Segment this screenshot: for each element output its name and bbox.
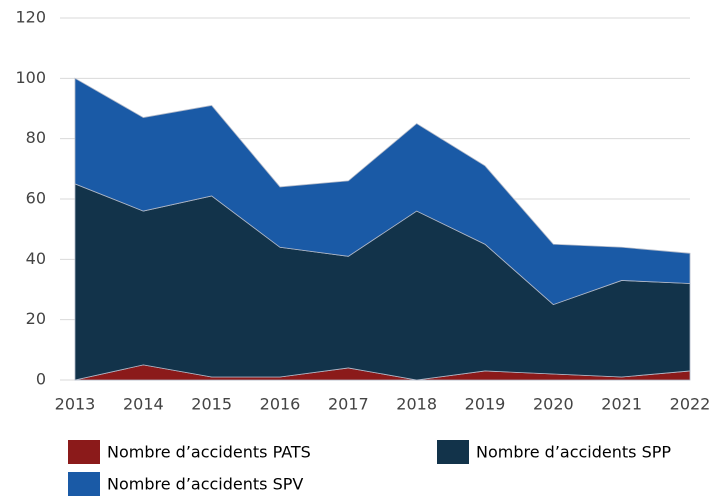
y-tick-label: 0 <box>36 370 46 389</box>
legend-label: Nombre d’accidents PATS <box>107 443 311 462</box>
x-tick-label: 2021 <box>601 395 642 414</box>
x-tick-label: 2022 <box>670 395 711 414</box>
area <box>74 77 691 306</box>
legend-swatch <box>68 440 100 464</box>
y-tick-label: 120 <box>15 8 46 27</box>
y-tick-label: 60 <box>26 189 46 208</box>
x-tick-label: 2014 <box>123 395 164 414</box>
legend-label: Nombre d’accidents SPV <box>107 475 303 494</box>
legend-swatch <box>437 440 469 464</box>
x-tick-label: 2019 <box>465 395 506 414</box>
y-tick-label: 100 <box>15 68 46 87</box>
legend-label: Nombre d’accidents SPP <box>476 443 671 462</box>
x-tick-label: 2013 <box>55 395 96 414</box>
y-tick-label: 80 <box>26 128 46 147</box>
y-tick-label: 40 <box>26 249 46 268</box>
x-tick-label: 2020 <box>533 395 574 414</box>
x-tick-label: 2017 <box>328 395 369 414</box>
x-tick-label: 2015 <box>191 395 232 414</box>
legend-swatch <box>68 472 100 496</box>
x-tick-label: 2018 <box>396 395 437 414</box>
x-tick-label: 2016 <box>260 395 301 414</box>
y-tick-label: 20 <box>26 309 46 328</box>
